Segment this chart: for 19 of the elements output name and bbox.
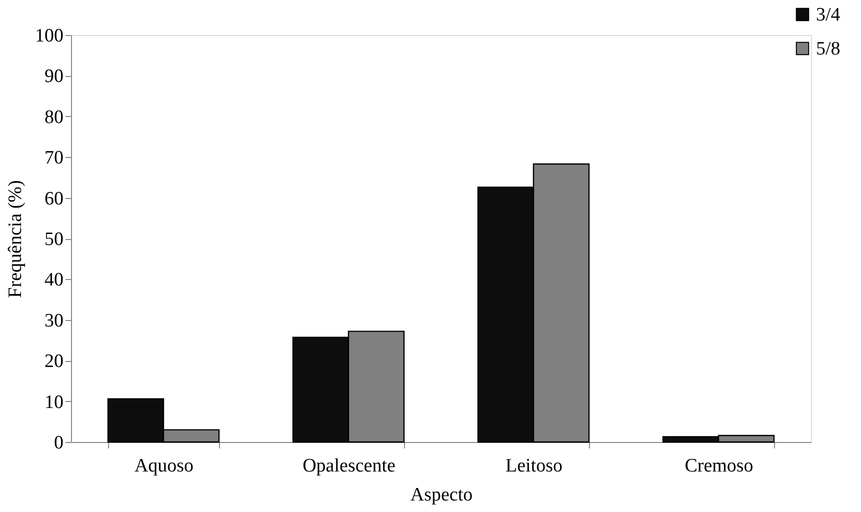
legend-label: 5/8 <box>816 38 840 60</box>
x-tick-label: Leitoso <box>506 456 562 476</box>
y-axis-title: Frequência (%) <box>5 180 26 298</box>
y-tick-label: 40 <box>44 270 64 291</box>
y-tick-label: 0 <box>54 432 64 454</box>
x-tick-label: Cremoso <box>684 456 754 476</box>
x-tick-label: Aquoso <box>134 456 194 476</box>
y-tick-label: 80 <box>44 106 64 128</box>
y-tick-label: 70 <box>44 148 64 169</box>
x-tick-label: Opalescente <box>302 456 396 476</box>
y-tick-label: 20 <box>44 351 64 372</box>
y-tick-label: 100 <box>35 26 64 46</box>
y-tick-label: 60 <box>44 188 64 210</box>
y-tick-label: 10 <box>44 392 64 413</box>
x-axis-title: Aspecto <box>410 484 473 506</box>
y-tick-label: 90 <box>44 66 64 88</box>
y-tick-label: 50 <box>44 229 64 250</box>
y-tick-label: 30 <box>44 310 64 332</box>
legend-label: 3/4 <box>816 4 841 26</box>
